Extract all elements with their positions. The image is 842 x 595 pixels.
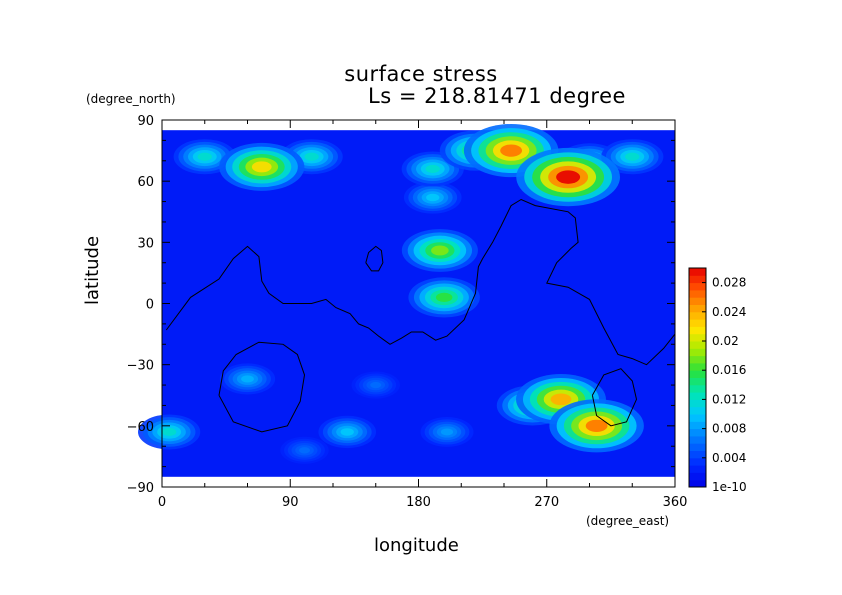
colorbar-band [689, 465, 706, 473]
colorbar-tick-label: 0.02 [712, 334, 739, 348]
colorbar-band [689, 341, 706, 349]
y-axis-units: (degree_north) [86, 92, 176, 106]
contour-lines [165, 198, 676, 433]
colorbar-band [689, 370, 706, 378]
colorbar-band [689, 384, 706, 393]
colorbar-band [689, 392, 706, 400]
x-tick-label: 360 [663, 495, 688, 510]
colorbar-tick-label: 0.016 [712, 363, 746, 377]
y-tick-label: −60 [127, 420, 154, 435]
colorbar-band [689, 275, 706, 284]
colorbar-band [689, 333, 706, 342]
contour-line-0 [165, 198, 676, 366]
y-tick-label: 90 [137, 114, 154, 129]
hotspot-19 [549, 399, 644, 453]
y-tick-label: 30 [137, 236, 154, 251]
colorbar-tick-label: 0.028 [712, 276, 746, 290]
colorbar-tick-label: 0.004 [712, 451, 746, 465]
y-tick-label: −30 [127, 359, 154, 374]
x-axis-label: longitude [374, 535, 459, 556]
colorbar-band [689, 414, 706, 422]
colorbar-band [689, 289, 706, 298]
plot-area [138, 124, 675, 477]
hotspot-15 [401, 229, 478, 272]
colorbar-band [689, 348, 706, 357]
hotspot-9 [601, 139, 664, 175]
colorbar-band [689, 435, 706, 444]
colorbar-band [689, 443, 706, 451]
x-tick-label: 0 [158, 495, 166, 510]
y-tick-label: 0 [146, 298, 154, 313]
colorbar-band [689, 355, 706, 364]
contour-line-2 [218, 341, 306, 433]
colorbar-band [689, 282, 706, 291]
colorbar-band [689, 472, 706, 481]
hotspot-20 [516, 147, 620, 207]
hotspot-16 [219, 142, 305, 191]
colorbar-band [689, 304, 706, 313]
hotspot-1 [280, 436, 329, 464]
hotspot-4 [403, 181, 462, 214]
colorbar-band [689, 268, 706, 276]
colorbar-band [689, 362, 706, 371]
hotspot-0 [351, 371, 400, 399]
hotspot-3 [219, 363, 276, 395]
y-tick-label: 60 [137, 175, 154, 190]
colorbar-band [689, 450, 706, 459]
colorbar-band [689, 428, 706, 437]
colorbar-band [689, 399, 706, 408]
contour-line-3 [591, 368, 638, 427]
contour-line-1 [365, 245, 384, 272]
hotspot-13 [408, 277, 480, 318]
colorbar-band [689, 377, 706, 386]
chart-subtitle: Ls = 218.81471 degree [368, 84, 626, 108]
x-tick-label: 90 [282, 495, 299, 510]
colorbar-tick-label: 1e-10 [712, 480, 747, 494]
colorbar-tick-label: 0.012 [712, 392, 746, 406]
hotspot-11 [138, 414, 201, 450]
colorbar-band [689, 311, 706, 320]
hotspot-5 [318, 415, 377, 449]
y-tick-label: −90 [127, 481, 154, 496]
hotspot-6 [173, 139, 236, 175]
axes: 0 90 180 270 360 90 60 30 0 −30 −60 −90 [127, 114, 688, 510]
colorbar: 1e-10 0.004 0.008 0.012 0.016 0.02 0.024 0.028 [688, 267, 747, 494]
colorbar-band [689, 326, 706, 335]
colorbar-band [689, 319, 706, 327]
colorbar-band [689, 421, 706, 430]
x-tick-label: 180 [406, 495, 431, 510]
colorbar-tick-label: 0.024 [712, 305, 746, 319]
colorbar-band [689, 457, 706, 466]
x-axis-units: (degree_east) [586, 514, 670, 528]
chart-title: surface stress [344, 62, 498, 86]
x-tick-label: 270 [534, 495, 559, 510]
colorbar-band [689, 479, 706, 488]
colorbar-band [689, 297, 706, 305]
colorbar-tick-label: 0.008 [712, 422, 746, 436]
colorbar-frame [688, 267, 707, 488]
colorbar-band [689, 406, 706, 415]
hotspot-2 [420, 417, 474, 447]
